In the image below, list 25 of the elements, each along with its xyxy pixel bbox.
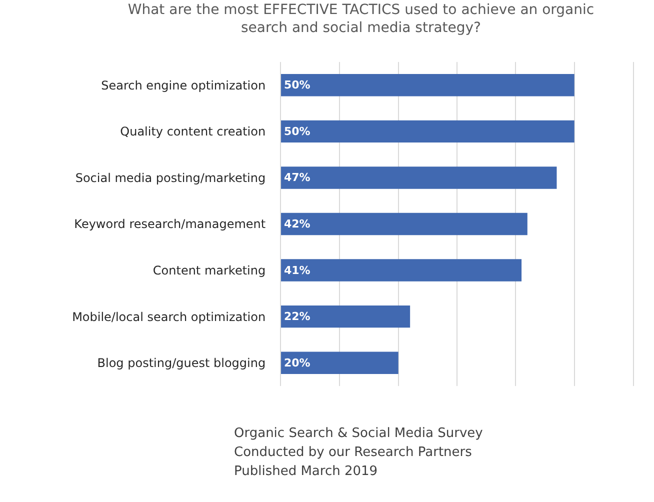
- bar: [281, 259, 522, 282]
- text: Published March 2019: [234, 464, 378, 479]
- data-label: 50%: [284, 78, 310, 92]
- bar: [281, 120, 574, 143]
- bar: [281, 166, 557, 189]
- bar: [281, 305, 410, 328]
- bar: [281, 212, 528, 236]
- y-tick-label: Mobile/local search optimization: [72, 310, 266, 324]
- data-label: 22%: [284, 310, 310, 324]
- y-tick-label: Search engine optimization: [101, 78, 266, 92]
- data-label: 41%: [284, 264, 310, 277]
- data-label: 20%: [284, 356, 310, 370]
- data-label: 50%: [284, 124, 310, 138]
- bar: [281, 74, 574, 96]
- text: Organic Search & Social Media Survey: [234, 426, 484, 441]
- y-tick-label: Content marketing: [152, 263, 266, 278]
- data-label: 47%: [284, 171, 310, 184]
- data-label: 42%: [284, 218, 310, 230]
- y-tick-label: Keyword research/management: [74, 217, 266, 232]
- y-tick-label: Quality content creation: [120, 124, 266, 139]
- y-tick-label: Blog posting/guest blogging: [97, 356, 266, 370]
- text: Conducted by our Research Partners: [234, 445, 472, 460]
- chart-title: What are the most EFFECTIVE TACTICS used to achieve an organic search and social media strategy?: [128, 2, 594, 36]
- y-tick-label: Social media posting/marketing: [75, 170, 266, 185]
- bar: [281, 352, 398, 374]
